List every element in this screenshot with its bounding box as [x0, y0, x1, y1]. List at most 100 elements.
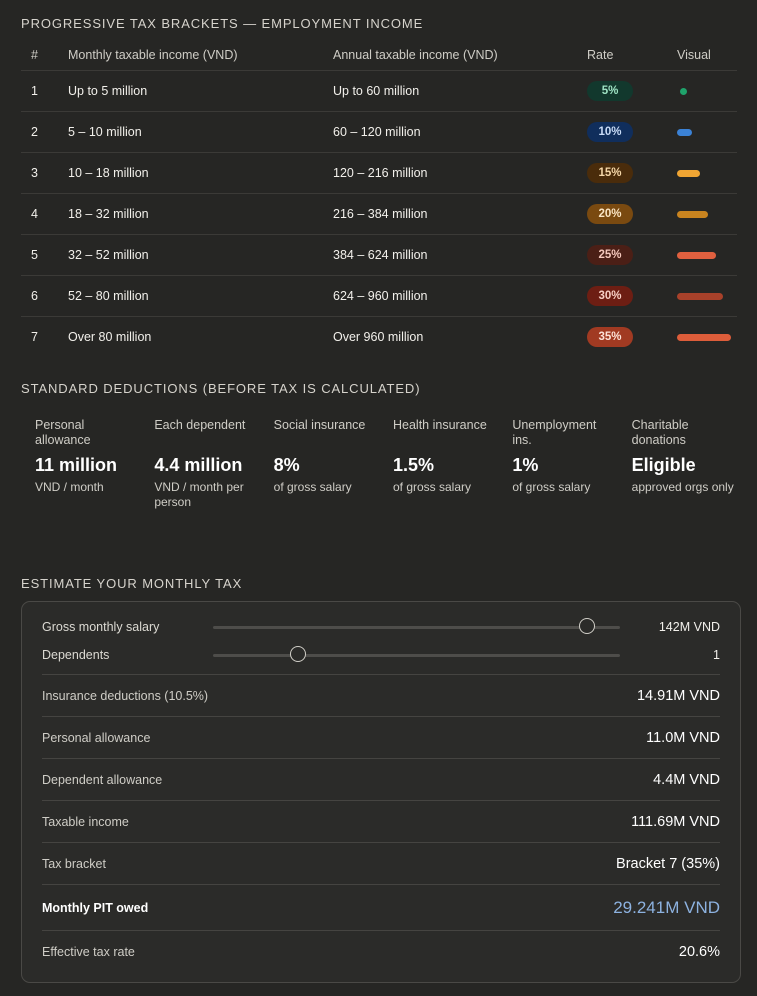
estimator-card: Gross monthly salary 142M VND Dependents…	[21, 601, 741, 983]
deduction-item: Social insurance 8% of gross salary	[260, 418, 379, 510]
row-annual: 216 – 384 million	[333, 207, 428, 221]
table-row: 6 52 – 80 million 624 – 960 million 30%	[21, 276, 737, 317]
effective-tax-rate-value: 20.6%	[678, 944, 720, 960]
personal-allowance-label: Personal allowance	[42, 731, 151, 745]
deduction-sub: of gross salary	[273, 480, 352, 494]
rate-pill: 35%	[587, 327, 633, 347]
row-num: 2	[31, 125, 38, 139]
row-monthly: Over 80 million	[68, 330, 152, 344]
table-row: 4 18 – 32 million 216 – 384 million 20%	[21, 194, 737, 235]
deduction-item: Unemployment ins. 1% of gross salary	[498, 418, 617, 510]
deductions-title: STANDARD DEDUCTIONS (BEFORE TAX IS CALCU…	[21, 381, 421, 396]
deduction-sub: VND / month per person	[154, 480, 244, 509]
deduction-value: 1.5%	[392, 455, 435, 475]
deduction-value: 1%	[512, 455, 539, 475]
estimator-title: ESTIMATE YOUR MONTHLY TAX	[21, 576, 243, 591]
dependents-slider[interactable]	[213, 645, 620, 662]
salary-label: Gross monthly salary	[42, 620, 160, 634]
brackets-title: PROGRESSIVE TAX BRACKETS — EMPLOYMENT IN…	[21, 16, 424, 31]
row-num: 4	[31, 207, 38, 221]
table-row: 5 32 – 52 million 384 – 624 million 25%	[21, 235, 737, 276]
row-monthly: Up to 5 million	[68, 84, 148, 98]
row-annual: 120 – 216 million	[333, 166, 428, 180]
monthly-pit-owed-label: Monthly PIT owed	[42, 901, 149, 915]
deduction-sub: VND / month	[35, 480, 104, 494]
rate-visual-bar	[677, 210, 708, 218]
header-monthly: Monthly taxable income (VND)	[68, 48, 238, 62]
salary-slider-row: Gross monthly salary 142M VND	[42, 614, 720, 640]
salary-value: 142M VND	[658, 620, 720, 634]
deduction-sub: of gross salary	[512, 480, 591, 494]
rate-pill: 20%	[587, 204, 633, 224]
dependent-allowance-label: Dependent allowance	[42, 773, 163, 787]
deduction-item: Each dependent 4.4 million VND / month p…	[140, 418, 259, 510]
row-monthly: 5 – 10 million	[68, 125, 142, 139]
table-row: 1 Up to 5 million Up to 60 million 5%	[21, 71, 737, 112]
rate-visual-bar	[677, 292, 723, 300]
personal-allowance-value: 11.0M VND	[646, 730, 720, 746]
row-monthly: 52 – 80 million	[68, 289, 149, 303]
deduction-item: Health insurance 1.5% of gross salary	[379, 418, 498, 510]
row-monthly: 32 – 52 million	[68, 248, 149, 262]
insurance-deductions-row: Insurance deductions (10.5%) 14.91M VND	[42, 674, 720, 717]
deduction-label: Unemployment ins.	[512, 418, 597, 447]
row-num: 3	[31, 166, 38, 180]
effective-tax-rate-row: Effective tax rate 20.6%	[42, 930, 720, 973]
deduction-value: Eligible	[631, 455, 696, 475]
row-annual: 60 – 120 million	[333, 125, 421, 139]
deduction-sub: of gross salary	[392, 480, 472, 494]
table-header: # Monthly taxable income (VND) Annual ta…	[21, 40, 737, 71]
deduction-label: Charitable donations	[631, 418, 689, 447]
deduction-sub: approved orgs only	[631, 480, 734, 494]
rate-pill: 5%	[587, 81, 633, 101]
tax-bracket-row: Tax bracket Bracket 7 (35%)	[42, 842, 720, 885]
header-visual: Visual	[677, 48, 711, 62]
rate-visual-dot	[680, 87, 687, 95]
deductions-grid: Personal allowance 11 million VND / mont…	[21, 418, 737, 510]
row-annual: Up to 60 million	[333, 84, 420, 98]
salary-slider[interactable]	[213, 617, 620, 634]
deduction-value: 4.4 million	[154, 455, 243, 475]
row-monthly: 10 – 18 million	[68, 166, 149, 180]
dependent-allowance-value: 4.4M VND	[653, 772, 720, 788]
header-rate: Rate	[587, 48, 614, 62]
deduction-label: Personal allowance	[35, 418, 91, 447]
table-row: 7 Over 80 million Over 960 million 35%	[21, 317, 737, 357]
deduction-label: Each dependent	[154, 418, 246, 432]
rate-pill: 10%	[587, 122, 633, 142]
header-annual: Annual taxable income (VND)	[333, 48, 498, 62]
tax-bracket-label: Tax bracket	[42, 857, 106, 871]
row-monthly: 18 – 32 million	[68, 207, 149, 221]
rate-visual-bar	[677, 333, 731, 341]
dependent-allowance-row: Dependent allowance 4.4M VND	[42, 758, 720, 801]
row-annual: 384 – 624 million	[333, 248, 428, 262]
personal-allowance-row: Personal allowance 11.0M VND	[42, 716, 720, 759]
dependents-slider-thumb[interactable]	[290, 645, 307, 662]
row-num: 1	[31, 84, 38, 98]
rate-pill: 30%	[587, 286, 633, 306]
row-annual: 624 – 960 million	[333, 289, 428, 303]
table-row: 2 5 – 10 million 60 – 120 million 10%	[21, 112, 737, 153]
taxable-income-row: Taxable income 111.69M VND	[42, 800, 720, 843]
deduction-item: Personal allowance 11 million VND / mont…	[21, 418, 140, 510]
dependents-label: Dependents	[42, 648, 110, 662]
insurance-deductions-value: 14.91M VND	[636, 688, 720, 704]
deduction-label: Health insurance	[392, 418, 487, 432]
monthly-pit-owed-value: 29.241M VND	[613, 898, 720, 917]
deduction-value: 11 million	[35, 455, 118, 475]
header-num: #	[31, 48, 38, 62]
monthly-pit-owed-row: Monthly PIT owed 29.241M VND	[42, 884, 720, 931]
insurance-deductions-label: Insurance deductions (10.5%)	[42, 689, 209, 703]
effective-tax-rate-label: Effective tax rate	[42, 945, 135, 959]
salary-slider-thumb[interactable]	[579, 617, 596, 634]
deduction-label: Social insurance	[273, 418, 366, 432]
row-num: 7	[31, 330, 38, 344]
deduction-item: Charitable donations Eligible approved o…	[618, 418, 737, 510]
rate-pill: 15%	[587, 163, 633, 183]
rate-visual-bar	[677, 128, 692, 136]
dependents-value: 1	[713, 648, 720, 662]
deduction-value: 8%	[273, 455, 300, 475]
row-num: 6	[31, 289, 38, 303]
dependents-slider-row: Dependents 1	[42, 642, 720, 668]
row-num: 5	[31, 248, 38, 262]
